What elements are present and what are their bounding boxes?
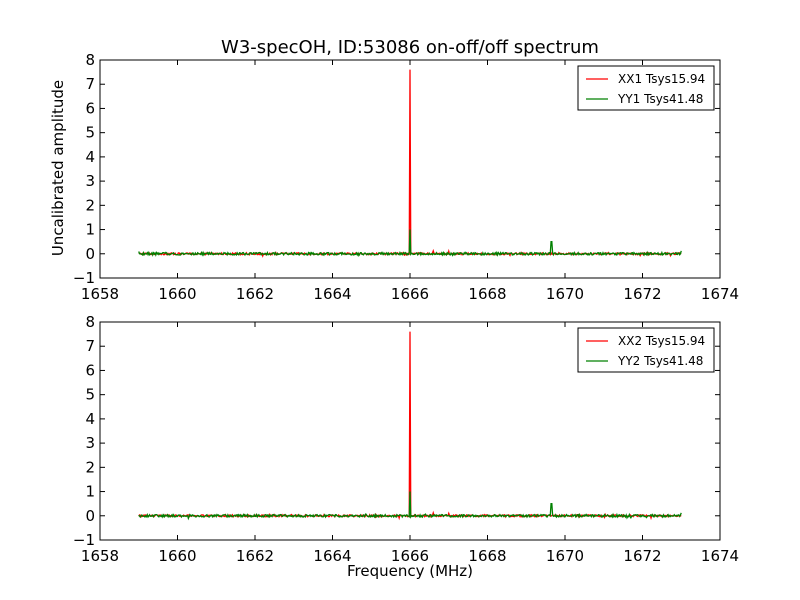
plot-top: 1658 1660 1662 1664 1666 1668 1670 1672 1674−101…	[73, 51, 739, 303]
x-tick-label: 1660	[158, 547, 196, 565]
y-axis-label: Uncalibrated amplitude	[49, 80, 67, 256]
legend	[577, 327, 715, 373]
y-tick-label: 2	[85, 458, 95, 476]
x-axis-label: Frequency (MHz)	[347, 562, 473, 580]
y-tick-label: −1	[73, 269, 95, 287]
y-tick-label: 3	[85, 434, 95, 452]
x-tick-label: 1670	[546, 285, 584, 303]
x-tick-label: 1670	[546, 547, 584, 565]
y-tick-label: 5	[85, 124, 95, 142]
x-tick-label: 1666	[391, 285, 429, 303]
y-tick-label: 4	[85, 148, 95, 166]
legend-label: YY2 Tsys41.48	[617, 354, 703, 368]
chart-title: W3-specOH, ID:53086 on-off/off spectrum	[221, 37, 599, 58]
x-tick-label: 1658	[81, 285, 119, 303]
y-tick-label: 7	[85, 337, 95, 355]
y-tick-label: 6	[85, 361, 95, 379]
series-line	[138, 229, 682, 258]
y-tick-label: 2	[85, 196, 95, 214]
x-tick-label: 1662	[236, 285, 274, 303]
y-tick-label: −1	[73, 531, 95, 549]
x-tick-label: 1664	[313, 285, 351, 303]
series-line	[138, 491, 682, 521]
y-tick-label: 5	[85, 386, 95, 404]
y-tick-label: 0	[85, 245, 95, 263]
x-tick-label: 1674	[701, 285, 739, 303]
x-tick-label: 1662	[236, 547, 274, 565]
plot-bottom: 1658 1660 1662 1664 1666 1668 1670 1672 1674−101…	[73, 313, 739, 565]
y-tick-label: 1	[85, 483, 95, 501]
y-tick-label: 8	[85, 51, 95, 69]
y-tick-label: 0	[85, 507, 95, 525]
x-tick-label: 1668	[468, 285, 506, 303]
y-tick-label: 1	[85, 221, 95, 239]
x-tick-label: 1664	[313, 547, 351, 565]
legend-label: XX2 Tsys15.94	[618, 334, 705, 348]
legend-label: YY1 Tsys41.48	[617, 92, 703, 106]
x-tick-label: 1672	[623, 285, 661, 303]
x-tick-label: 1674	[701, 547, 739, 565]
legend	[577, 65, 715, 111]
x-tick-label: 1672	[623, 547, 661, 565]
y-tick-label: 6	[85, 99, 95, 117]
x-tick-label: 1668	[468, 547, 506, 565]
legend-label: XX1 Tsys15.94	[618, 72, 705, 86]
x-tick-label: 1660	[158, 285, 196, 303]
y-tick-label: 8	[85, 313, 95, 331]
x-tick-label: 1658	[81, 547, 119, 565]
y-tick-label: 4	[85, 410, 95, 428]
y-tick-label: 3	[85, 172, 95, 190]
x-tick-label: 1666	[391, 547, 429, 565]
y-tick-label: 7	[85, 75, 95, 93]
